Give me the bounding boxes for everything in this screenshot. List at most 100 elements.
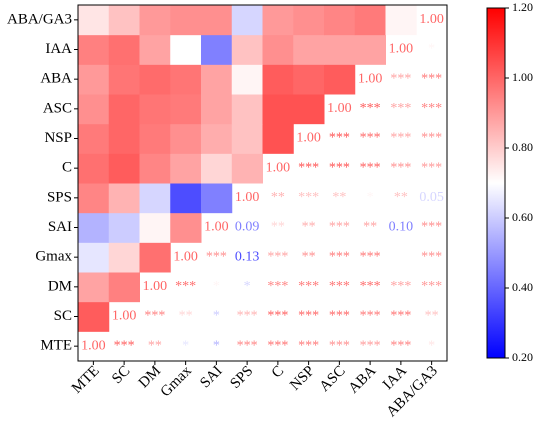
significance-label: *** bbox=[298, 338, 319, 353]
significance-label: ** bbox=[425, 309, 439, 324]
significance-label: *** bbox=[267, 249, 288, 264]
significance-label: * bbox=[213, 338, 220, 353]
heatmap-cell bbox=[78, 123, 110, 154]
significance-label: *** bbox=[421, 131, 442, 146]
heatmap-cell bbox=[170, 153, 202, 184]
heatmap-cell bbox=[139, 34, 171, 65]
significance-label: ** bbox=[271, 190, 285, 205]
significance-label: ** bbox=[302, 249, 316, 264]
significance-label: 0.13 bbox=[235, 249, 260, 264]
significance-label: *** bbox=[298, 279, 319, 294]
x-tick-label: SPS bbox=[227, 363, 256, 392]
diagonal-label: 1.00 bbox=[81, 338, 106, 353]
significance-label: ** bbox=[271, 220, 285, 235]
significance-label: ** bbox=[302, 220, 316, 235]
significance-label: *** bbox=[390, 160, 411, 175]
significance-label: *** bbox=[360, 338, 381, 353]
y-tick-label: ABA/GA3 bbox=[7, 11, 72, 27]
significance-label: *** bbox=[298, 190, 319, 205]
heatmap-cell bbox=[108, 153, 140, 184]
heatmap-cell bbox=[139, 242, 171, 273]
heatmap-cell bbox=[324, 5, 356, 36]
significance-label: *** bbox=[421, 249, 442, 264]
heatmap-cell bbox=[78, 64, 110, 95]
heatmap-cell bbox=[170, 212, 202, 243]
significance-label: 0.10 bbox=[389, 220, 414, 235]
y-tick-label: Gmax bbox=[35, 249, 72, 265]
significance-label: *** bbox=[144, 309, 165, 324]
heatmap-cell bbox=[108, 64, 140, 95]
heatmap-cell bbox=[231, 123, 263, 154]
heatmap-cell bbox=[262, 123, 294, 154]
heatmap-cell bbox=[201, 94, 233, 125]
heatmap-cell bbox=[231, 64, 263, 95]
diagonal-label: 1.00 bbox=[173, 249, 198, 264]
heatmap-cell bbox=[78, 94, 110, 125]
plot-frame bbox=[77, 4, 448, 362]
heatmap-cell bbox=[231, 94, 263, 125]
heatmap-cell bbox=[78, 5, 110, 36]
diagonal-label: 1.00 bbox=[112, 309, 137, 324]
heatmap-cell bbox=[108, 212, 140, 243]
heatmap-cell bbox=[139, 64, 171, 95]
heatmap-cell bbox=[293, 34, 325, 65]
significance-label: *** bbox=[329, 338, 350, 353]
heatmap-cell bbox=[170, 5, 202, 36]
heatmap-cell bbox=[108, 272, 140, 303]
significance-label: *** bbox=[267, 338, 288, 353]
heatmap-cell bbox=[231, 153, 263, 184]
y-tick-label: DM bbox=[48, 278, 72, 294]
heatmap-cell bbox=[201, 64, 233, 95]
significance-label: *** bbox=[390, 71, 411, 86]
significance-label: * bbox=[213, 309, 220, 324]
significance-label: *** bbox=[421, 160, 442, 175]
x-tick-label: C bbox=[269, 363, 287, 381]
heatmap-cell bbox=[385, 5, 417, 36]
significance-label: *** bbox=[175, 279, 196, 294]
significance-label: *** bbox=[329, 279, 350, 294]
significance-label: *** bbox=[329, 160, 350, 175]
significance-label: *** bbox=[390, 131, 411, 146]
significance-label: *** bbox=[421, 71, 442, 86]
diagonal-label: 1.00 bbox=[296, 131, 321, 146]
significance-label: *** bbox=[421, 220, 442, 235]
x-tick-label: SAI bbox=[197, 363, 225, 391]
diagonal-label: 1.00 bbox=[143, 279, 168, 294]
x-tick-label: ABA bbox=[346, 363, 380, 397]
heatmap-cell bbox=[262, 94, 294, 125]
significance-label: *** bbox=[360, 279, 381, 294]
diagonal-label: 1.00 bbox=[327, 101, 352, 116]
significance-label: *** bbox=[390, 279, 411, 294]
x-tick-label: MTE bbox=[69, 363, 103, 397]
heatmap-cell bbox=[108, 183, 140, 214]
significance-label: *** bbox=[267, 309, 288, 324]
significance-label: 0.05 bbox=[419, 190, 444, 205]
significance-label: *** bbox=[237, 309, 258, 324]
x-tick-label: ASC bbox=[317, 363, 349, 395]
heatmap-cell bbox=[139, 183, 171, 214]
heatmap-cell bbox=[201, 183, 233, 214]
x-tick-label: Gmax bbox=[158, 363, 196, 401]
diagonal-label: 1.00 bbox=[266, 160, 291, 175]
significance-label: *** bbox=[360, 101, 381, 116]
heatmap-cell bbox=[108, 242, 140, 273]
y-tick-label: SAI bbox=[48, 219, 72, 235]
significance-label: *** bbox=[360, 249, 381, 264]
significance-label: *** bbox=[329, 309, 350, 324]
significance-label: *** bbox=[360, 309, 381, 324]
significance-label: *** bbox=[421, 101, 442, 116]
heatmap-cell bbox=[201, 153, 233, 184]
y-tick-label: IAA bbox=[45, 41, 72, 57]
significance-label: * bbox=[428, 42, 435, 57]
significance-label: * bbox=[182, 338, 189, 353]
heatmap-cell bbox=[201, 34, 233, 65]
colorbar-tick-label: 0.80 bbox=[512, 140, 533, 154]
colorbar-tick-label: 1.20 bbox=[512, 0, 533, 14]
y-tick-label: C bbox=[62, 160, 72, 176]
heatmap-cell bbox=[354, 5, 386, 36]
heatmap-cell bbox=[293, 94, 325, 125]
significance-label: *** bbox=[298, 160, 319, 175]
significance-label: ** bbox=[363, 220, 377, 235]
y-tick-label: ABA bbox=[40, 71, 72, 87]
y-tick-label: MTE bbox=[40, 338, 72, 354]
